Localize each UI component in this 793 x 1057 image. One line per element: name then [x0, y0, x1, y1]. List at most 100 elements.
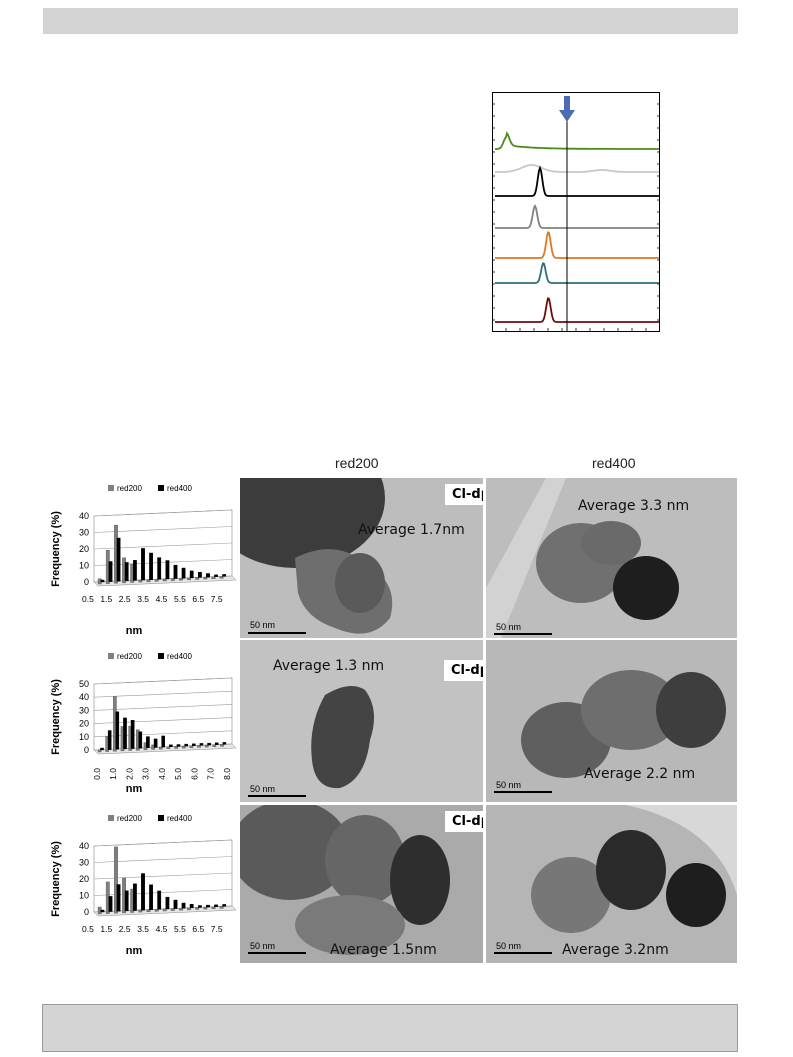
scale-bar [494, 952, 552, 954]
bar [116, 884, 121, 912]
scale-label: 50 nm [250, 620, 276, 630]
x-tick-label: 3.5 [137, 924, 149, 934]
bar [220, 744, 224, 747]
bar [132, 883, 137, 911]
x-tick-label: 6.0 [189, 768, 199, 780]
bar [173, 564, 178, 579]
bar [149, 884, 154, 910]
y-tick-label: 40 [79, 692, 89, 702]
bar [222, 742, 227, 745]
bar [214, 574, 218, 578]
bar [124, 890, 129, 912]
bar [214, 904, 218, 908]
bar [116, 537, 121, 582]
bar [100, 579, 105, 583]
bar [146, 736, 150, 748]
x-tick-label: 5.5 [174, 924, 186, 934]
bar [123, 717, 127, 750]
bar [108, 561, 113, 582]
bar [189, 903, 194, 909]
bar [157, 890, 162, 910]
bar [138, 731, 143, 749]
y-tick-label: 0 [84, 577, 89, 587]
bar [138, 909, 143, 913]
legend-swatch [158, 815, 164, 821]
bar [187, 577, 191, 581]
bar [124, 562, 129, 582]
bar [162, 908, 167, 912]
bar [149, 552, 154, 580]
y-tick-label: 30 [79, 705, 89, 715]
bar [97, 749, 102, 753]
scale-bar [248, 952, 306, 954]
y-tick-label: 40 [79, 841, 89, 851]
x-tick-label: 3.5 [137, 594, 149, 604]
bar [181, 902, 186, 909]
bar [219, 906, 224, 909]
bar [130, 719, 135, 749]
spectrum-line [495, 262, 659, 284]
bar [141, 548, 145, 581]
legend-label: red200 [117, 484, 142, 493]
legend-swatch [108, 653, 114, 659]
column-header-red200: red200 [335, 455, 379, 471]
average-size-label: Average 3.2nm [562, 942, 669, 958]
bar [100, 909, 105, 913]
x-tick-label: 4.5 [156, 924, 168, 934]
bar [154, 579, 159, 582]
gridline [93, 509, 233, 517]
y-axis-label: Frequency (%) [50, 679, 62, 755]
average-size-label: Average 3.3 nm [578, 498, 690, 514]
tem-image-red400: Average 2.2 nm 50 nm [486, 640, 737, 802]
x-tick-label: 1.5 [100, 594, 112, 604]
bar [211, 906, 216, 910]
bar [154, 909, 159, 912]
x-tick-label: 5.0 [173, 768, 183, 780]
legend-swatch [158, 653, 164, 659]
x-tick-label: 2.5 [119, 924, 131, 934]
y-tick-label: 40 [79, 511, 89, 521]
gridline [93, 704, 233, 711]
bar [165, 560, 170, 580]
bar [203, 906, 208, 910]
x-tick-label: 1.0 [108, 768, 118, 780]
x-tick-label: 7.5 [211, 594, 223, 604]
bar [173, 899, 178, 909]
bar [203, 576, 208, 580]
spectrum-line [495, 131, 659, 150]
tem-image-red200: Average 1.3 nm Cl-dp-ME-Ce 50 nm [240, 640, 483, 802]
legend-label: red400 [167, 652, 192, 661]
x-tick-label: 6.5 [192, 594, 204, 604]
legend-swatch [108, 485, 114, 491]
average-size-label: Average 1.3 nm [273, 658, 385, 674]
y-tick-label: 0 [84, 907, 89, 917]
spectra-chart [492, 92, 660, 332]
y-tick-label: 20 [79, 544, 89, 554]
spectrum-line [495, 297, 659, 323]
legend-label: red200 [117, 814, 142, 823]
y-tick-label: 10 [79, 891, 89, 901]
bar [161, 735, 165, 748]
bar [153, 738, 158, 748]
y-tick-label: 30 [79, 528, 89, 538]
bar [108, 896, 113, 912]
bar [207, 742, 211, 746]
bar [195, 907, 200, 910]
average-size-label: Average 1.7nm [358, 522, 465, 538]
sample-label: Cl-dp-ME-Zr [445, 811, 483, 832]
caption-box [42, 1004, 738, 1052]
legend-label: red200 [117, 652, 142, 661]
size-histogram: 0 10 20 30 40 0.5 1.5 2.5 3.5 4.5 5.5 6.5 7.5 red200 r… [50, 814, 237, 957]
scale-bar [494, 633, 552, 635]
scale-label: 50 nm [496, 941, 522, 951]
x-tick-label: 8.0 [222, 768, 232, 780]
tem-image-red200: Cl-dp-ME-Al Average 1.7nm 50 nm [240, 478, 483, 638]
bar [206, 904, 210, 908]
y-tick-label: 10 [79, 561, 89, 571]
bar [157, 557, 162, 580]
tem-image-red200: Cl-dp-ME-Zr Average 1.5nm 50 nm [240, 805, 483, 963]
tem-image-red400: Average 3.3 nm 50 nm [486, 478, 737, 638]
bar [195, 577, 200, 580]
bar [115, 711, 120, 750]
x-tick-label: 1.5 [100, 924, 112, 934]
